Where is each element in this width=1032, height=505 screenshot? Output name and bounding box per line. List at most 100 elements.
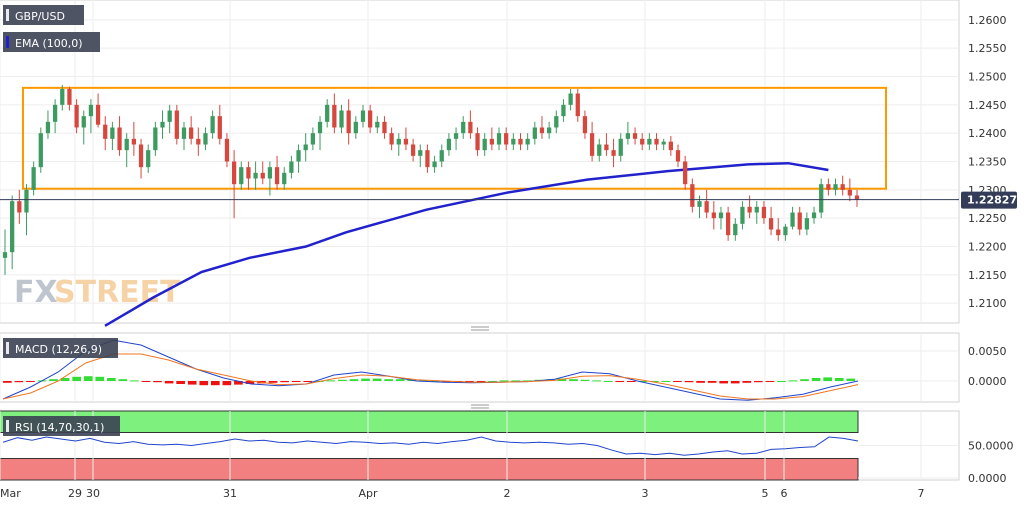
signal-line (2, 353, 859, 400)
price-axis: 1.26001.25501.25001.24501.24001.23501.23… (968, 14, 1007, 310)
candle-up (740, 206, 745, 224)
macd-histogram-bar (650, 381, 659, 382)
macd-label: MACD (12,26,9) (15, 343, 102, 356)
price-tick-label: 1.2600 (968, 14, 1007, 27)
candle-down (826, 184, 831, 190)
rsi-line (2, 436, 859, 456)
macd-histogram-bar (199, 381, 209, 386)
macd-histogram-bar (603, 381, 613, 382)
macd-histogram-bar (118, 379, 128, 381)
candle-down (654, 138, 659, 145)
candle-up (153, 127, 158, 151)
candle-up (253, 172, 258, 179)
macd-axis: 0.0050 0.0000 (968, 345, 1007, 388)
macd-histogram-bar (754, 381, 763, 383)
watermark-street: STREET (54, 275, 181, 310)
candle-down (589, 133, 595, 156)
macd-histogram-bar (26, 381, 35, 382)
macd-histogram-bar (788, 380, 798, 382)
candle-down (632, 133, 638, 139)
macd-histogram-bar (684, 381, 694, 383)
time-tick-label: 30 (86, 487, 100, 500)
ema-badge[interactable]: EMA (100,0) (3, 32, 100, 52)
macd-histogram-bar (384, 379, 393, 381)
candle-down (74, 104, 79, 128)
candle-up (733, 223, 738, 236)
macd-histogram-bar (834, 378, 844, 381)
candle-down (768, 218, 774, 230)
candles (2, 85, 860, 275)
macd-histogram-bar (95, 376, 105, 381)
candle-up (24, 189, 29, 213)
candle-down (704, 201, 709, 213)
macd-badge[interactable]: MACD (12,26,9) (3, 338, 118, 358)
candle-up (52, 104, 58, 122)
macd-histogram-bar (569, 379, 578, 381)
candle-up (754, 206, 759, 213)
rsi-axis: 50.0000 0.0000 (968, 440, 1014, 486)
candle-up (31, 167, 36, 190)
candle-up (81, 116, 86, 128)
candle-down (640, 138, 645, 145)
macd-histogram-bar (615, 381, 625, 382)
macd-histogram-bar (210, 381, 220, 386)
candle-down (189, 127, 194, 139)
candle-down (489, 138, 494, 145)
symbol-badge[interactable]: GBP/USD (3, 5, 84, 25)
candle-up (10, 201, 15, 253)
panel-resize-handle[interactable] (471, 326, 489, 331)
macd-histogram-bar (268, 381, 278, 383)
candle-up (432, 161, 437, 168)
candle-up (511, 138, 516, 145)
macd-histogram-bar (742, 381, 752, 383)
macd-histogram-bar (661, 381, 671, 382)
candle-down (138, 144, 144, 168)
macd-histogram-bar (823, 377, 833, 381)
price-tick-label: 1.2150 (968, 269, 1007, 282)
candle-up (267, 167, 273, 179)
macd-histogram-bar (245, 381, 255, 384)
candle-up (167, 110, 172, 122)
candle-up (181, 127, 187, 139)
candle-up (568, 93, 573, 105)
candle-down (224, 138, 230, 162)
macd-histogram-bar (580, 379, 590, 381)
candle-up (804, 218, 810, 230)
candle-up (289, 161, 294, 173)
time-axis: Mar 29 30 31 Apr 2 3 5 6 7 (0, 487, 925, 500)
macd-histogram-bar (326, 380, 336, 382)
candle-up (461, 121, 466, 134)
macd-histogram-bar (222, 381, 232, 386)
panel-resize-handle-2[interactable] (471, 404, 489, 409)
candle-down (725, 212, 731, 236)
candle-down (95, 104, 101, 125)
macd-histogram-bar (176, 381, 185, 384)
macd-histogram-bar (106, 378, 116, 381)
candle-up (418, 150, 423, 156)
macd-histogram-bar (234, 381, 243, 385)
candle-up (360, 110, 366, 122)
price-tick-label: 1.2550 (968, 42, 1007, 55)
macd-histogram-bar (719, 381, 729, 384)
macd-histogram-bar (361, 378, 370, 381)
time-tick-label: 3 (642, 487, 649, 500)
macd-histogram-bar (730, 381, 740, 384)
candle-down (196, 138, 201, 145)
candle-up (317, 121, 323, 134)
macd-histogram-bar (372, 378, 382, 381)
rsi-badge[interactable]: RSI (14,70,30,1) (3, 416, 120, 436)
rsi-overbought-zone (0, 410, 859, 433)
candle-down (17, 201, 22, 213)
macd-histogram-bar (811, 378, 821, 381)
macd-histogram-bar (626, 381, 636, 382)
candle-up (561, 104, 566, 117)
candle-up (811, 212, 817, 219)
last-price-badge: 1.22827 (961, 191, 1017, 209)
candle-up (396, 138, 401, 145)
macd-histogram-bar (673, 381, 682, 382)
candle-down (131, 138, 137, 145)
candle-up (282, 172, 287, 185)
candle-up (203, 133, 208, 145)
candle-up (625, 133, 631, 139)
candle-up (718, 212, 724, 219)
